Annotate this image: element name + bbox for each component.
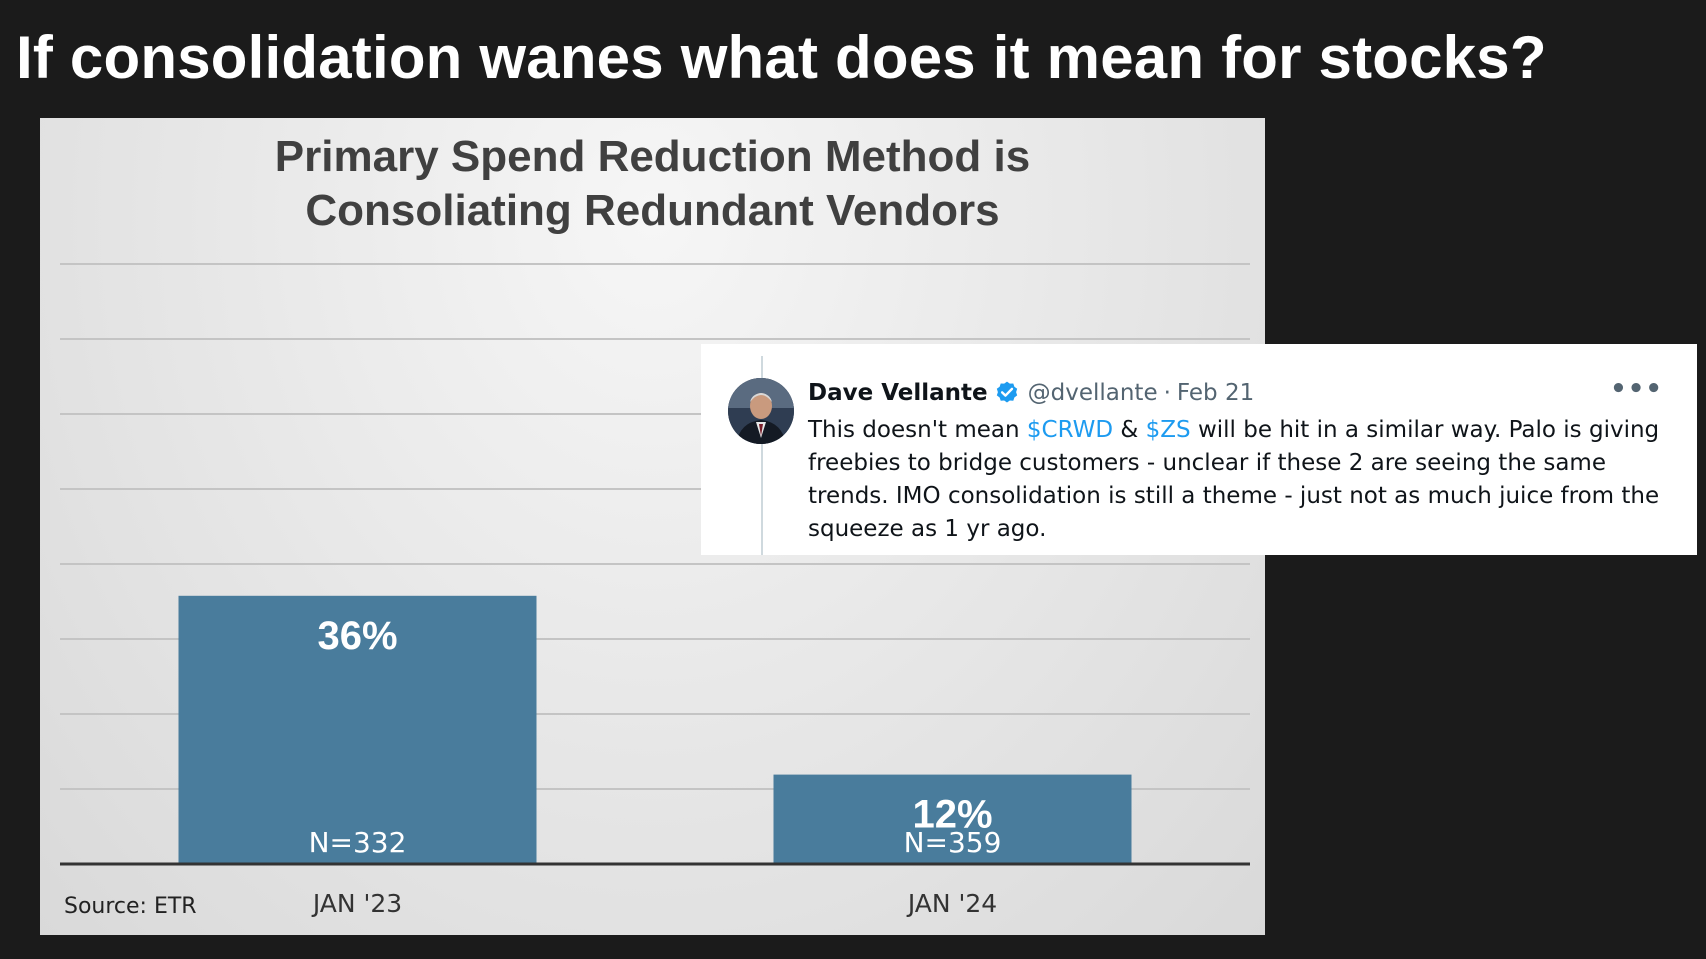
avatar[interactable]: [728, 378, 794, 444]
sample-size-label: N=359: [904, 826, 1002, 859]
bar[interactable]: [178, 595, 537, 864]
tweet-text: This doesn't mean $CRWD & $ZS will be hi…: [808, 414, 1668, 546]
source-note: Source: ETR: [64, 894, 197, 919]
verified-badge-icon: [994, 380, 1020, 406]
tweet-text-part: This doesn't mean: [808, 417, 1027, 443]
data-label: 12%: [912, 793, 992, 837]
thread-line: [761, 356, 763, 555]
bar[interactable]: [773, 774, 1132, 864]
cashtag-link[interactable]: $CRWD: [1026, 417, 1114, 443]
author-name[interactable]: Dave Vellante: [808, 380, 988, 406]
chart-title-line-2: Consoliating Redundant Vendors: [305, 186, 1000, 235]
chart-title-line-1: Primary Spend Reduction Method is: [274, 132, 1031, 181]
tweet-text-part: will be hit in a similar way. Palo is gi…: [808, 417, 1660, 542]
author-handle[interactable]: @dvellante: [1027, 380, 1158, 406]
cashtag-link[interactable]: $ZS: [1145, 417, 1191, 443]
tweet-text-part: &: [1113, 417, 1146, 443]
slide-title: If consolidation wanes what does it mean…: [16, 24, 1547, 91]
sample-size-label: N=332: [309, 826, 407, 859]
data-label: 36%: [317, 614, 397, 658]
tweet-header: Dave Vellante @dvellante · Feb 21: [808, 378, 1254, 408]
tweet-card[interactable]: Dave Vellante @dvellante · Feb 21 ••• Th…: [701, 344, 1697, 555]
separator-dot: ·: [1163, 380, 1171, 406]
x-tick-label: JAN '24: [906, 889, 997, 918]
more-horizontal-icon[interactable]: •••: [1610, 374, 1663, 404]
x-tick-label: JAN '23: [311, 889, 402, 918]
tweet-date[interactable]: Feb 21: [1176, 380, 1255, 406]
